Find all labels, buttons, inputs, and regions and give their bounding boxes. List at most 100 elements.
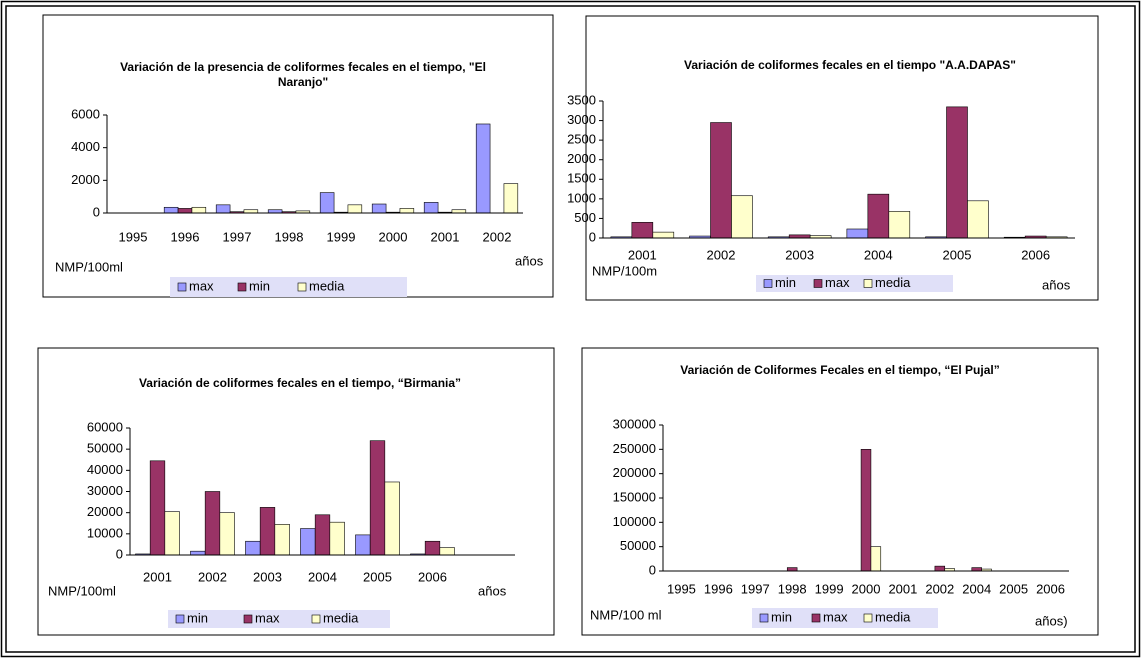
x-tick-label: 2004	[308, 569, 337, 584]
legend-label: max	[189, 278, 214, 293]
panel	[42, 14, 554, 298]
y-tick-label: 2000	[71, 172, 100, 187]
legend-swatch	[177, 282, 187, 292]
y-tick-label: 3500	[567, 92, 596, 107]
x-tick-label: 1997	[223, 229, 252, 244]
legend-swatch	[811, 613, 821, 623]
y-tick-label: 100000	[613, 514, 656, 529]
bar	[371, 203, 387, 214]
panel	[581, 347, 1099, 636]
y-tick-label: 30000	[87, 483, 123, 498]
legend-swatch	[863, 613, 873, 623]
x-tick-label: 1995	[119, 229, 148, 244]
y-tick-label: 200000	[613, 465, 656, 480]
bar	[423, 202, 439, 214]
bar	[355, 534, 371, 556]
x-tick-label: 2002	[707, 247, 736, 262]
x-tick-label: 2000	[852, 581, 881, 596]
legend-swatch	[311, 614, 321, 624]
legend-swatch	[759, 613, 769, 623]
y-tick-label: 150000	[613, 489, 656, 504]
chart-title: Variación de coliformes fecales en el ti…	[138, 376, 462, 390]
y-tick-label: 40000	[87, 462, 123, 477]
x-axis-label: años)	[1035, 613, 1068, 628]
x-tick-label: 2002	[483, 229, 512, 244]
bar	[215, 204, 231, 214]
legend-label: min	[775, 275, 796, 290]
bar	[710, 122, 732, 239]
y-tick-label: 50000	[620, 538, 656, 553]
legend-label: media	[309, 278, 345, 293]
bar	[319, 192, 335, 214]
legend-label: media	[875, 609, 911, 624]
bar	[731, 195, 753, 239]
x-tick-label: 2006	[1036, 581, 1065, 596]
legend-swatch	[763, 279, 773, 288]
x-tick-label: 1995	[667, 581, 696, 596]
x-tick-label: 2005	[943, 247, 972, 262]
bar	[274, 524, 290, 556]
y-tick-label: 10000	[87, 525, 123, 540]
y-axis-label: NMP/100ml	[48, 583, 116, 598]
legend-swatch	[237, 282, 247, 292]
x-tick-label: 2004	[962, 581, 991, 596]
legend-label: media	[323, 610, 359, 625]
legend-swatch	[813, 279, 823, 288]
bar	[786, 567, 798, 572]
x-tick-label: 1997	[741, 581, 770, 596]
y-tick-label: 2500	[567, 132, 596, 147]
bar	[867, 193, 890, 239]
y-axis-label: NMP/100m	[592, 263, 657, 278]
bar	[503, 183, 519, 214]
x-tick-label: 2004	[864, 247, 893, 262]
bar	[177, 208, 193, 214]
y-tick-label: 1000	[567, 190, 596, 205]
y-tick-label: 300000	[613, 416, 656, 431]
y-tick-label: 60000	[87, 419, 123, 434]
y-tick-label: 2000	[567, 151, 596, 166]
legend-label: min	[187, 610, 208, 625]
y-tick-label: 50000	[87, 441, 123, 456]
y-tick-label: 0	[116, 546, 123, 561]
x-tick-label: 2006	[1021, 247, 1050, 262]
bar	[971, 567, 982, 572]
y-axis-label: NMP/100ml	[55, 259, 123, 274]
x-tick-label: 1999	[815, 581, 844, 596]
panel	[37, 347, 555, 636]
legend-swatch	[243, 614, 253, 624]
x-tick-label: 1999	[327, 229, 356, 244]
legend-label: min	[249, 278, 270, 293]
legend-label: min	[771, 609, 792, 624]
legend	[752, 608, 938, 628]
legend-swatch	[863, 279, 873, 288]
y-tick-label: 6000	[71, 106, 100, 121]
x-tick-label: 2006	[418, 569, 447, 584]
x-tick-label: 1998	[275, 229, 304, 244]
y-tick-label: 1500	[567, 171, 596, 186]
y-tick-label: 500	[574, 210, 596, 225]
y-tick-label: 3000	[567, 112, 596, 127]
bar	[149, 460, 166, 556]
y-tick-label: 20000	[87, 504, 123, 519]
x-tick-label: 2002	[198, 569, 227, 584]
bar	[190, 550, 206, 556]
panel	[585, 15, 1099, 301]
legend	[168, 610, 390, 628]
bar	[846, 228, 869, 239]
legend-label: media	[875, 275, 911, 290]
x-tick-label: 2001	[888, 581, 917, 596]
x-tick-label: 2005	[999, 581, 1028, 596]
legend-label: max	[255, 610, 280, 625]
y-tick-label: 250000	[613, 441, 656, 456]
x-tick-label: 2001	[628, 247, 657, 262]
bar	[475, 123, 491, 214]
bar	[384, 481, 400, 556]
x-tick-label: 2001	[143, 569, 172, 584]
bar	[424, 540, 441, 556]
bar	[369, 440, 386, 556]
bar	[652, 231, 675, 239]
x-tick-label: 2002	[925, 581, 954, 596]
x-tick-label: 2000	[379, 229, 408, 244]
